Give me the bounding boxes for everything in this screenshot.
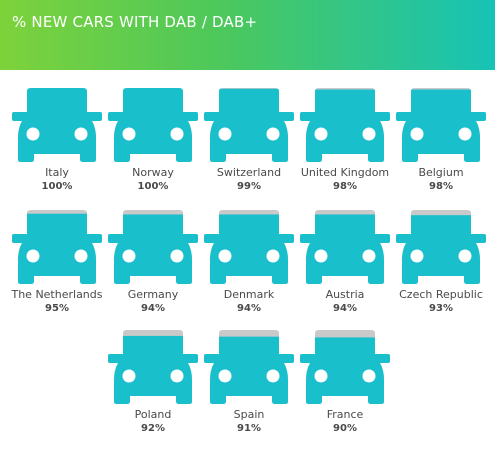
car-fill-bar (12, 213, 102, 284)
car-fill-bar (300, 337, 390, 404)
chart-title: % NEW CARS WITH DAB / DAB+ (12, 13, 258, 31)
car-czech-republic: Czech Republic 93% (396, 210, 486, 326)
right-headlight (170, 369, 184, 383)
car-united-kingdom: United Kingdom 98% (300, 88, 390, 204)
country-label: France (326, 408, 364, 421)
left-headlight (122, 249, 136, 263)
car-fill-bar (396, 89, 486, 162)
right-headlight (362, 369, 376, 383)
car-icon (12, 88, 102, 162)
right-headlight (362, 127, 376, 141)
left-headlight (122, 127, 136, 141)
car-fill-bar (108, 335, 198, 404)
country-label: Germany (127, 288, 179, 301)
car-icon (108, 330, 198, 404)
car-poland: Poland 92% (108, 330, 198, 446)
percentage-label: 92% (141, 423, 165, 434)
right-headlight (266, 249, 280, 263)
country-label: United Kingdom (300, 166, 390, 179)
left-headlight (218, 127, 232, 141)
car-norway: Norway 100% (108, 88, 198, 204)
left-headlight (410, 249, 424, 263)
percentage-label: 94% (333, 303, 357, 314)
car-italy: Italy 100% (12, 88, 102, 204)
right-headlight (458, 127, 472, 141)
car-denmark: Denmark 94% (204, 210, 294, 326)
car-belgium: Belgium 98% (396, 88, 486, 204)
car-icon (300, 210, 390, 284)
percentage-label: 100% (137, 181, 169, 192)
right-headlight (74, 249, 88, 263)
car-icon (108, 88, 198, 162)
car-icon (204, 210, 294, 284)
percentage-label: 93% (429, 303, 453, 314)
right-headlight (266, 127, 280, 141)
country-label: Czech Republic (399, 288, 483, 301)
car-fill-bar (396, 215, 486, 284)
car-austria: Austria 94% (300, 210, 390, 326)
country-label: Italy (45, 166, 69, 179)
left-headlight (218, 249, 232, 263)
car-fill-bar (204, 336, 294, 404)
left-headlight (218, 369, 232, 383)
left-headlight (314, 127, 328, 141)
car-fill-bar (108, 214, 198, 284)
car-icon (108, 210, 198, 284)
right-headlight (362, 249, 376, 263)
country-label: The Netherlands (11, 288, 103, 301)
car-fill-bar (108, 88, 198, 162)
country-label: Norway (132, 166, 174, 179)
percentage-label: 99% (237, 181, 261, 192)
car-icon (12, 210, 102, 284)
left-headlight (410, 127, 424, 141)
percentage-label: 100% (41, 181, 73, 192)
car-germany: Germany 94% (108, 210, 198, 326)
percentage-label: 90% (333, 423, 357, 434)
car-icon (396, 210, 486, 284)
left-headlight (314, 249, 328, 263)
right-headlight (170, 249, 184, 263)
car-spain: Spain 91% (204, 330, 294, 446)
car-icon (396, 88, 486, 162)
car-france: France 90% (300, 330, 390, 446)
right-headlight (170, 127, 184, 141)
car-the-netherlands: The Netherlands 95% (11, 210, 103, 326)
car-fill-bar (12, 88, 102, 162)
percentage-label: 94% (141, 303, 165, 314)
right-headlight (266, 369, 280, 383)
country-label: Belgium (418, 166, 464, 179)
right-headlight (458, 249, 472, 263)
header-banner: % NEW CARS WITH DAB / DAB+ (0, 0, 495, 70)
car-fill-bar (300, 89, 390, 162)
country-label: Poland (134, 408, 172, 421)
percentage-label: 98% (429, 181, 453, 192)
country-label: Denmark (223, 288, 275, 301)
car-icon (204, 88, 294, 162)
left-headlight (26, 127, 40, 141)
percentage-label: 95% (45, 303, 69, 314)
car-icon (300, 88, 390, 162)
country-label: Austria (325, 288, 365, 301)
car-fill-bar (300, 214, 390, 284)
percentage-label: 91% (237, 423, 261, 434)
car-icon (204, 330, 294, 404)
right-headlight (74, 127, 88, 141)
left-headlight (122, 369, 136, 383)
car-fill-bar (204, 88, 294, 162)
car-switzerland: Switzerland 99% (204, 88, 294, 204)
percentage-label: 98% (333, 181, 357, 192)
country-label: Switzerland (216, 166, 282, 179)
left-headlight (314, 369, 328, 383)
left-headlight (26, 249, 40, 263)
car-fill-bar (204, 214, 294, 284)
car-icon (300, 330, 390, 404)
percentage-label: 94% (237, 303, 261, 314)
country-label: Spain (233, 408, 265, 421)
